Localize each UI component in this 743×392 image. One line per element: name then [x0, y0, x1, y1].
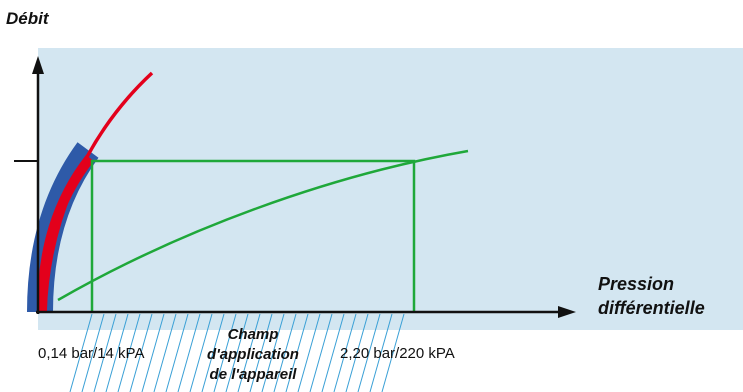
- application-range-hatching: [69, 313, 405, 392]
- hatch-line: [345, 313, 369, 392]
- red-band-fill: [37, 154, 94, 313]
- hatch-line: [225, 313, 249, 392]
- hatch-line: [297, 313, 321, 392]
- hatch-line: [189, 313, 213, 392]
- green-range-box: [90, 159, 416, 312]
- hatch-line: [273, 313, 297, 392]
- hatch-line: [153, 313, 177, 392]
- hatch-line: [129, 313, 153, 392]
- hatch-line: [69, 313, 93, 392]
- x-axis-arrow: [558, 306, 576, 318]
- hatch-line: [201, 313, 225, 392]
- hatch-line: [369, 313, 393, 392]
- hatch-line: [249, 313, 273, 392]
- hatch-line: [105, 313, 129, 392]
- hatch-line: [333, 313, 357, 392]
- green-curve: [57, 149, 469, 302]
- range-label-line2: d'application: [207, 346, 299, 363]
- hatch-line: [93, 313, 117, 392]
- hatch-line: [81, 313, 105, 392]
- left-limit-label: 0,14 bar/14 kPA: [38, 345, 145, 362]
- hatch-line: [321, 313, 345, 392]
- hatch-line: [117, 313, 141, 392]
- hatch-line: [261, 313, 285, 392]
- y-axis-arrow: [32, 56, 44, 74]
- hatch-line: [381, 313, 405, 392]
- hatch-line: [165, 313, 189, 392]
- application-range-label: Champ d'application de l'appareil: [178, 325, 328, 385]
- range-label-line1: Champ: [227, 326, 279, 343]
- hatch-line: [357, 313, 381, 392]
- x-axis-title-line1: Pression: [598, 274, 675, 294]
- hatch-line: [177, 313, 201, 392]
- x-axis-title-line2: différentielle: [598, 298, 705, 318]
- hatch-line: [285, 313, 309, 392]
- hatch-line: [309, 313, 333, 392]
- hatch-line: [213, 313, 237, 392]
- x-axis-title: Pression différentielle: [598, 272, 705, 320]
- hatch-line: [141, 313, 165, 392]
- y-axis-title: Débit: [6, 9, 49, 28]
- right-limit-label: 2,20 bar/220 kPA: [340, 345, 455, 362]
- hatch-line: [237, 313, 261, 392]
- range-label-line3: de l'appareil: [209, 366, 297, 383]
- light-blue-panel: [38, 48, 743, 330]
